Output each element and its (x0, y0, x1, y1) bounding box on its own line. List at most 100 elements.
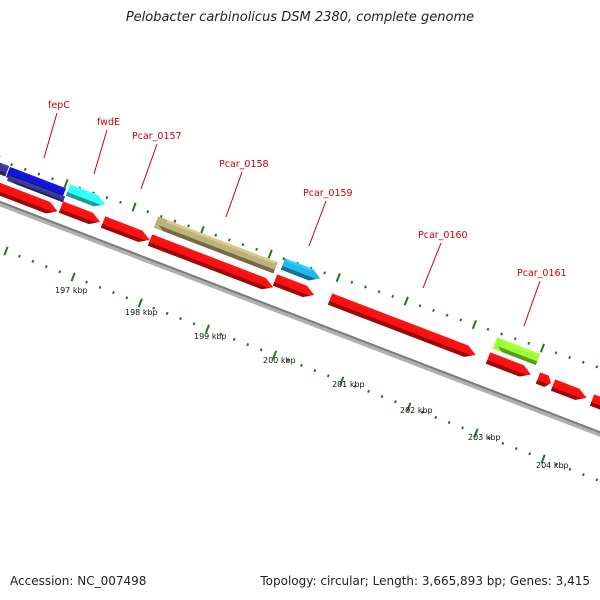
minor-tick (595, 478, 599, 482)
gene-Pcar_0158-arrow-highlight (166, 219, 276, 265)
major-tick (403, 296, 409, 306)
label-leader-line (308, 200, 327, 247)
minor-tick (528, 452, 532, 456)
inner-tick-row (3, 246, 599, 482)
minor-tick (581, 360, 585, 364)
label-leader-line (140, 143, 158, 190)
gene-red-1[interactable] (0, 181, 58, 214)
minor-tick (527, 341, 531, 345)
gene-red-7-body[interactable] (485, 352, 531, 377)
gene-red-2[interactable] (58, 201, 101, 225)
genome-backbone (0, 200, 600, 437)
gene-red-2-body[interactable] (58, 201, 101, 225)
reverse-strand-track (0, 181, 600, 410)
minor-tick (187, 224, 190, 228)
major-tick (539, 343, 545, 353)
gene-Pcar_0161-arrow[interactable] (492, 337, 541, 366)
gene-label-Pcar_0158[interactable]: Pcar_0158 (219, 159, 269, 170)
minor-tick (165, 311, 169, 315)
gene-block-darkblue[interactable] (0, 162, 10, 177)
gene-Pcar_0158-arrow[interactable] (153, 216, 278, 274)
minor-tick (582, 473, 585, 477)
gene-label-Pcar_0160[interactable]: Pcar_0160 (418, 230, 468, 241)
gene-red-4-highlight (153, 235, 267, 281)
gene-red-7-highlight (491, 353, 524, 368)
gene-red-9-shade (550, 386, 583, 400)
minor-tick (44, 265, 48, 269)
minor-tick (125, 296, 129, 300)
gene-red-8[interactable] (535, 372, 552, 387)
gene-Pcar_0157-arrow-highlight (106, 217, 143, 234)
gene-fepC-lower-highlight (17, 178, 64, 198)
gene-red-4[interactable] (147, 234, 274, 290)
gene-red-5-body[interactable] (272, 274, 315, 298)
minor-tick (192, 322, 196, 326)
gene-red-1-highlight (0, 182, 51, 205)
gene-red-9-body[interactable] (550, 379, 587, 400)
minor-tick (286, 358, 290, 362)
minor-tick (282, 257, 286, 261)
minor-tick (37, 172, 41, 176)
gene-fwdE-arrow[interactable] (65, 184, 106, 207)
gene-red-2-shade (58, 208, 97, 225)
minor-tick (486, 327, 490, 331)
major-tick (406, 402, 412, 412)
gene-label-Pcar_0161[interactable]: Pcar_0161 (517, 268, 567, 279)
minor-tick (51, 177, 54, 181)
minor-tick (432, 308, 435, 313)
gene-red-9-highlight (556, 380, 580, 392)
minor-tick (18, 254, 21, 258)
gene-red-4-body[interactable] (147, 234, 274, 290)
gene-red-5[interactable] (272, 274, 315, 298)
gene-Pcar_0160-arrow-body[interactable] (327, 293, 476, 357)
minor-tick (98, 285, 102, 289)
gene-Pcar_0159-arrow-body[interactable] (280, 258, 321, 281)
gene-Pcar_0160-arrow-shade (327, 300, 472, 357)
gene-Pcar_0157-arrow[interactable] (100, 216, 150, 242)
gene-Pcar_0161-arrow-highlight (505, 340, 539, 356)
gene-fwdE-arrow-body[interactable] (65, 184, 106, 207)
gene-label-fepC[interactable]: fepC (48, 100, 70, 111)
minor-tick (232, 337, 236, 341)
label-leader-line (225, 171, 243, 218)
gene-red-1-shade (0, 191, 54, 214)
minor-tick (568, 355, 572, 360)
gene-Pcar_0160-arrow[interactable] (327, 293, 476, 357)
gene-Pcar_0159-arrow[interactable] (280, 258, 321, 281)
major-tick (540, 454, 546, 464)
minor-tick (380, 395, 384, 399)
major-tick (204, 324, 210, 334)
major-tick (339, 376, 345, 386)
gene-red-7[interactable] (485, 352, 531, 377)
scale-label: 203 kbp (468, 433, 501, 442)
gene-red-9[interactable] (550, 379, 587, 400)
gene-Pcar_0157-arrow-body[interactable] (100, 216, 150, 242)
gene-label-Pcar_0159[interactable]: Pcar_0159 (303, 188, 353, 199)
minor-tick (173, 219, 177, 223)
gene-fepC-lower[interactable] (6, 175, 66, 203)
gene-red-2-highlight (64, 202, 94, 216)
minor-tick (420, 410, 424, 414)
gene-red-8-shade (535, 379, 549, 387)
gene-fwdE-arrow-highlight (71, 185, 99, 198)
gene-red-10[interactable] (589, 394, 600, 410)
scale-label: 204 kbp (536, 461, 569, 470)
major-tick (473, 428, 479, 438)
scale-label: 200 kbp (263, 356, 296, 365)
outer-tick-row (0, 155, 599, 369)
minor-tick (10, 163, 14, 167)
gene-Pcar_0160-arrow-highlight (333, 294, 469, 349)
minor-tick (555, 462, 558, 466)
major-tick (137, 298, 143, 308)
forward-strand-track (0, 162, 541, 366)
gene-label-Pcar_0157[interactable]: Pcar_0157 (132, 131, 182, 142)
minor-tick (513, 337, 517, 341)
gene-label-fwdE[interactable]: fwdE (97, 117, 120, 128)
major-tick (70, 272, 76, 282)
gene-red-8-highlight (541, 373, 549, 379)
minor-tick (367, 389, 370, 393)
scale-label: 202 kbp (400, 406, 433, 415)
map-title: Pelobacter carbinolicus DSM 2380, comple… (125, 10, 475, 25)
minor-tick (568, 467, 572, 471)
minor-tick (459, 318, 463, 322)
